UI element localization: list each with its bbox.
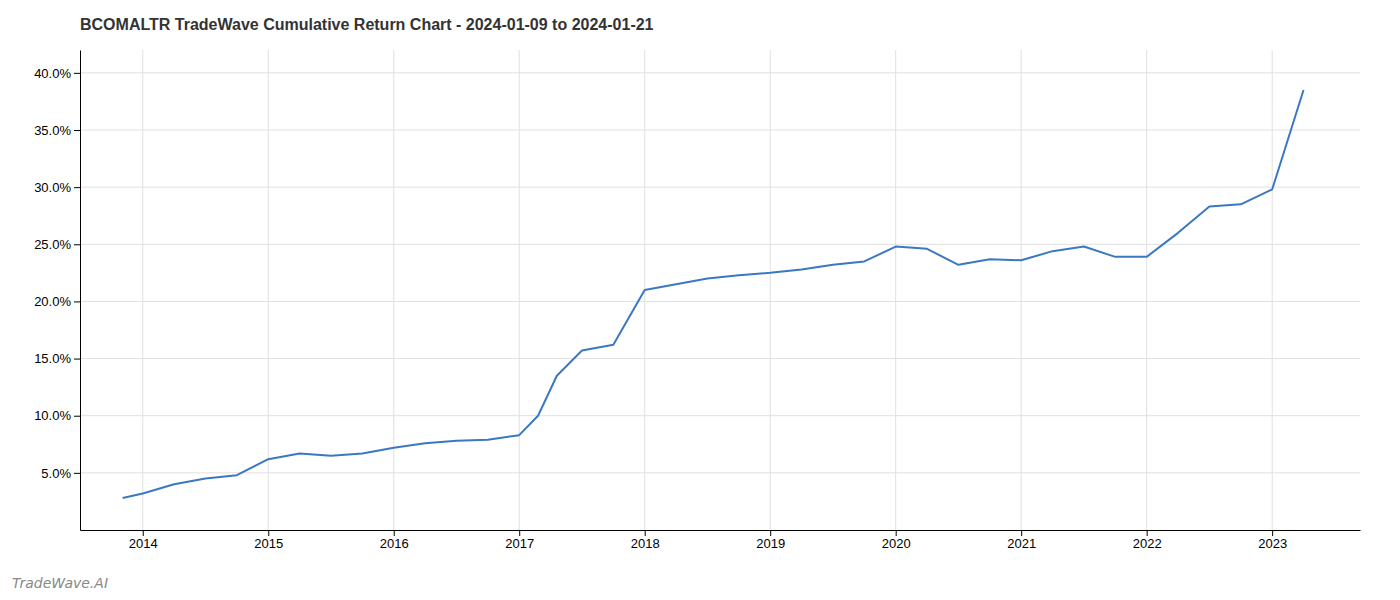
tick-label: 2018: [631, 536, 660, 551]
tick-mark: [770, 530, 771, 536]
grid-line: [80, 415, 1360, 416]
grid-line: [1146, 50, 1147, 530]
grid-line: [80, 301, 1360, 302]
tick-mark: [896, 530, 897, 536]
tick-mark: [74, 130, 80, 131]
x-tick: 2020: [882, 530, 911, 551]
tick-mark: [74, 359, 80, 360]
tick-label: 40.0%: [34, 66, 71, 81]
tick-label: 2014: [129, 536, 158, 551]
grid-line: [519, 50, 520, 530]
chart-svg: 2014 2015 2016 2017 2018 2019 2020 2021 2022 2023…: [0, 0, 1400, 600]
tick-label: 2020: [882, 536, 911, 551]
grid-line: [80, 72, 1360, 73]
tick-label: 5.0%: [41, 466, 71, 481]
y-axis: 5.0% 10.0% 15.0% 20.0% 25.0% 30.0% 35.0% 40.0%: [34, 51, 80, 531]
grid: [80, 50, 1360, 530]
y-tick: 25.0%: [34, 237, 80, 252]
tick-label: 20.0%: [34, 294, 71, 309]
y-tick: 20.0%: [34, 294, 80, 309]
grid-line: [1021, 50, 1022, 530]
tick-label: 2016: [380, 536, 409, 551]
chart-title: BCOMALTR TradeWave Cumulative Return Cha…: [80, 16, 654, 33]
grid-line: [142, 50, 143, 530]
tick-label: 2015: [254, 536, 283, 551]
tick-label: 2017: [505, 536, 534, 551]
y-tick: 30.0%: [34, 180, 80, 195]
grid-line: [80, 358, 1360, 359]
data-line: [123, 90, 1304, 498]
grid-line: [80, 187, 1360, 188]
grid-line: [268, 50, 269, 530]
tick-mark: [74, 73, 80, 74]
tick-label: 25.0%: [34, 237, 71, 252]
x-tick: 2018: [631, 530, 660, 551]
tick-mark: [1272, 530, 1273, 536]
grid-line: [393, 50, 394, 530]
x-tick: 2019: [756, 530, 785, 551]
tick-label: 2021: [1007, 536, 1036, 551]
x-tick: 2016: [380, 530, 409, 551]
tick-mark: [519, 530, 520, 536]
tick-mark: [74, 244, 80, 245]
grid-line: [895, 50, 896, 530]
y-tick: 40.0%: [34, 66, 80, 81]
tick-label: 2022: [1133, 536, 1162, 551]
grid-line: [80, 130, 1360, 131]
x-tick: 2022: [1133, 530, 1162, 551]
x-tick: 2014: [129, 530, 158, 551]
y-tick: 5.0%: [41, 466, 80, 481]
tick-mark: [143, 530, 144, 536]
tick-label: 2023: [1258, 536, 1287, 551]
tick-mark: [394, 530, 395, 536]
tick-label: 30.0%: [34, 180, 71, 195]
tick-label: 10.0%: [34, 408, 71, 423]
x-tick: 2021: [1007, 530, 1036, 551]
tick-mark: [645, 530, 646, 536]
y-tick: 10.0%: [34, 408, 80, 423]
x-axis: 2014 2015 2016 2017 2018 2019 2020 2021 2022 2023: [81, 530, 1361, 551]
x-tick: 2017: [505, 530, 534, 551]
axis-line: [81, 530, 1361, 531]
tick-mark: [74, 301, 80, 302]
tick-mark: [74, 416, 80, 417]
grid-line: [80, 472, 1360, 473]
grid-line: [1272, 50, 1273, 530]
tick-label: 35.0%: [34, 123, 71, 138]
x-tick: 2023: [1258, 530, 1287, 551]
tick-mark: [268, 530, 269, 536]
grid-line: [80, 244, 1360, 245]
tick-mark: [74, 187, 80, 188]
tick-label: 2019: [756, 536, 785, 551]
tick-label: 15.0%: [34, 351, 71, 366]
tick-mark: [1021, 530, 1022, 536]
tick-mark: [74, 473, 80, 474]
axis-line: [80, 51, 81, 531]
plot-area: [123, 90, 1304, 498]
x-tick: 2015: [254, 530, 283, 551]
watermark: TradeWave.AI: [12, 575, 108, 591]
y-tick: 15.0%: [34, 351, 80, 366]
tick-mark: [1147, 530, 1148, 536]
grid-line: [770, 50, 771, 530]
y-tick: 35.0%: [34, 123, 80, 138]
